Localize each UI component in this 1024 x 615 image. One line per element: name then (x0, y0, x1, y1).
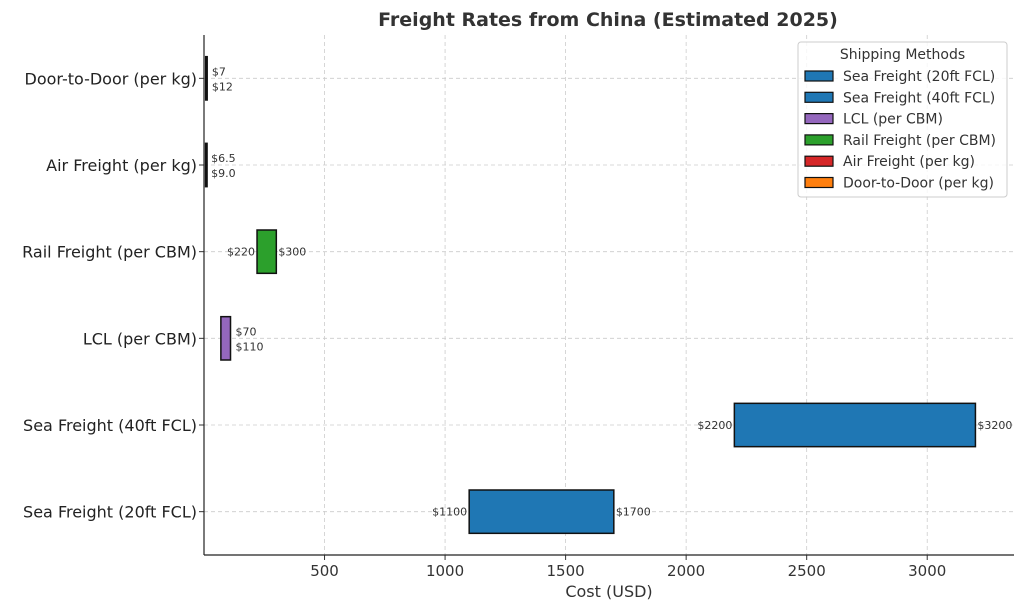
legend-box (797, 41, 1008, 198)
x-tick-label: 2000 (667, 562, 705, 580)
range-bar (204, 55, 208, 101)
max-value-label: $3200 (977, 419, 1012, 432)
min-value-label: $6.5 (211, 152, 236, 165)
max-value-label: $110 (236, 340, 264, 353)
max-value-label: $1700 (616, 506, 651, 519)
x-tick-label: 1500 (547, 562, 585, 580)
legend-entry: Air Freight (per kg) (843, 154, 975, 170)
y-tick-label: Rail Freight (per CBM) (22, 243, 197, 262)
legend-entry: Rail Freight (per CBM) (843, 133, 996, 149)
y-tick-label: Sea Freight (40ft FCL) (23, 416, 197, 435)
legend-entry: Sea Freight (40ft FCL) (843, 90, 995, 106)
x-tick-label: 1000 (426, 562, 464, 580)
legend-title: Shipping Methods (840, 47, 965, 63)
y-tick-label: Sea Freight (20ft FCL) (23, 503, 197, 522)
legend-swatch (804, 155, 834, 167)
min-value-label: $2200 (697, 419, 732, 432)
range-bar (468, 489, 615, 535)
legend-swatch (804, 70, 834, 82)
min-value-label: $7 (212, 65, 226, 78)
chart-title: Freight Rates from China (Estimated 2025… (378, 9, 838, 31)
y-tick-label: LCL (per CBM) (83, 329, 197, 348)
max-value-label: $12 (212, 80, 233, 93)
max-value-label: $9.0 (211, 167, 236, 180)
legend-entry: LCL (per CBM) (843, 112, 943, 128)
legend-swatch (804, 112, 834, 125)
range-bar (204, 142, 208, 188)
legend-swatch (804, 134, 834, 146)
max-value-label: $300 (278, 246, 306, 259)
x-tick-label: 500 (310, 562, 339, 580)
legend-entry: Sea Freight (20ft FCL) (843, 69, 995, 85)
min-value-label: $220 (227, 246, 255, 259)
legend-swatch (804, 176, 834, 189)
x-tick-label: 3000 (908, 562, 946, 580)
y-tick-label: Door-to-Door (per kg) (25, 69, 198, 88)
x-axis-label: Cost (USD) (565, 582, 652, 601)
x-tick-label: 2500 (788, 562, 826, 580)
range-bar (733, 402, 977, 448)
legend-entry: Door-to-Door (per kg) (843, 176, 994, 192)
min-value-label: $1100 (432, 506, 467, 519)
legend-swatch (804, 91, 834, 103)
y-tick-label: Air Freight (per kg) (46, 156, 197, 175)
min-value-label: $70 (236, 325, 257, 338)
legend: Shipping Methods Sea Freight (20ft FCL) Se… (797, 41, 1008, 198)
range-bar (256, 229, 278, 275)
range-bar (220, 315, 232, 361)
